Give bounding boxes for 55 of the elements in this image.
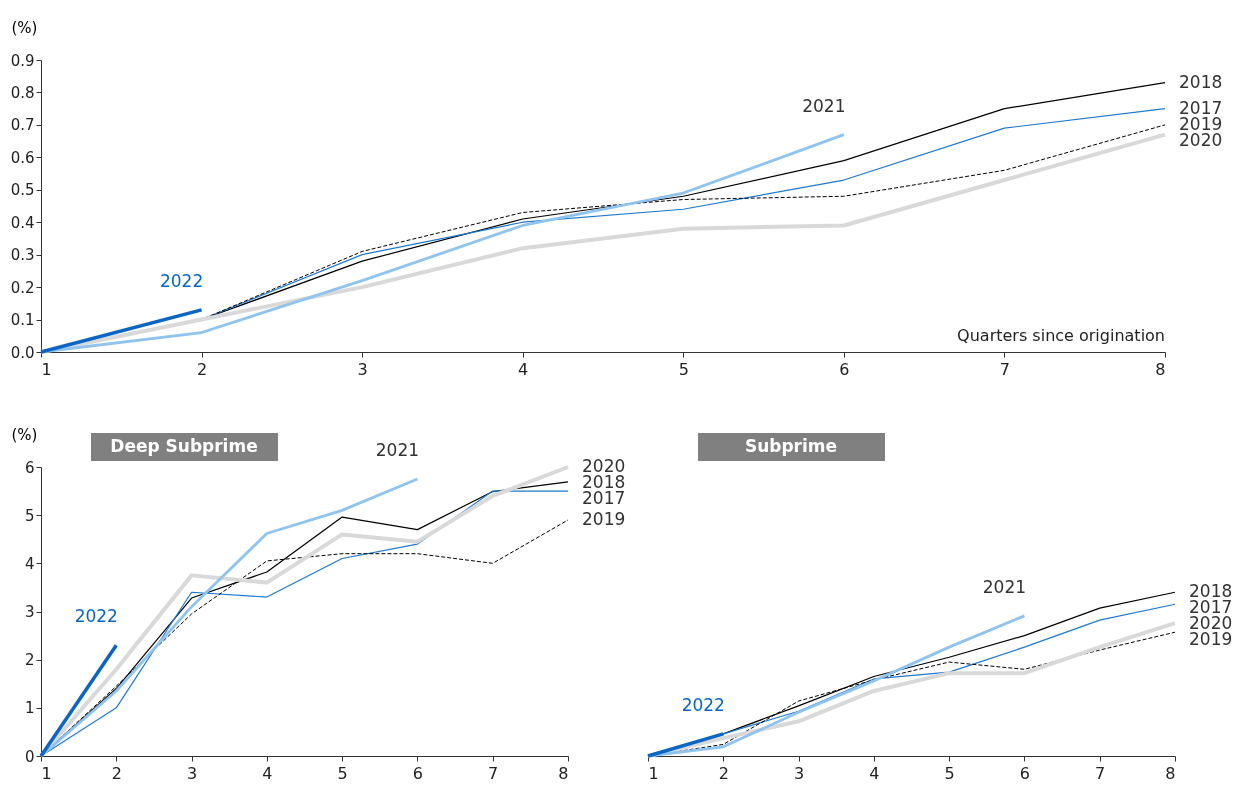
series-label: 2019 [582, 508, 626, 529]
x-axis-title: Quarters since origination [957, 326, 1165, 345]
y-axis-title: (%) [11, 18, 38, 37]
series-label: 2019 [1189, 629, 1233, 650]
series-label: 2021 [802, 95, 846, 116]
x-tick-label: 2 [196, 359, 208, 379]
y-tick-label: 0.2 [10, 278, 35, 297]
x-tick-label: 7 [999, 359, 1011, 379]
x-tick-label: 8 [1155, 359, 1166, 379]
x-tick-label: 1 [41, 763, 52, 783]
y-tick-label: 1 [24, 699, 35, 718]
y-tick-label: 0.9 [10, 51, 35, 70]
x-tick-label: 3 [793, 763, 805, 783]
y-tick-label: 6 [24, 458, 35, 477]
x-tick-label: 6 [839, 359, 850, 379]
y-tick-label: 0.0 [10, 343, 35, 362]
y-axis-title: (%) [11, 425, 38, 444]
x-tick-label: 2 [718, 763, 729, 783]
y-tick-label: 3 [24, 603, 35, 621]
x-tick-label: 7 [1095, 763, 1106, 783]
x-tick-label: 5 [944, 763, 955, 783]
chart-title: Deep Subprime [110, 436, 258, 456]
x-tick-label: 3 [357, 359, 368, 379]
y-tick-label: 0.7 [10, 116, 35, 135]
x-tick-label: 4 [869, 763, 880, 783]
x-tick-label: 2 [111, 763, 122, 783]
y-tick-label: 0.4 [10, 213, 35, 232]
y-tick-label: 0.8 [10, 83, 35, 102]
x-tick-label: 3 [186, 763, 198, 783]
x-tick-label: 1 [648, 763, 659, 783]
series-label: 2022 [681, 694, 725, 715]
x-tick-label: 5 [337, 763, 348, 783]
x-tick-label: 1 [41, 359, 52, 379]
y-tick-label: 0.6 [10, 148, 35, 167]
y-tick-label: 5 [24, 506, 35, 525]
y-tick-label: 0.5 [10, 181, 35, 200]
x-tick-label: 8 [1165, 763, 1176, 783]
series-label: 2018 [1179, 71, 1223, 92]
series-label: 2022 [159, 270, 204, 291]
x-tick-label: 7 [488, 763, 499, 783]
y-tick-label: 0.1 [10, 311, 35, 330]
x-tick-label: 4 [262, 763, 273, 783]
x-tick-label: 5 [678, 359, 689, 379]
series-label: 2022 [74, 606, 118, 627]
x-tick-label: 6 [1019, 763, 1031, 783]
y-tick-label: 0.3 [10, 246, 35, 265]
x-tick-label: 4 [518, 359, 529, 379]
y-tick-label: 0 [24, 747, 35, 766]
y-tick-label: 2 [24, 651, 35, 670]
series-label: 2021 [375, 440, 420, 461]
x-tick-label: 8 [558, 763, 569, 783]
y-tick-label: 4 [24, 554, 35, 573]
x-tick-label: 6 [412, 763, 424, 783]
chart-title: Subprime [744, 436, 838, 456]
series-label: 2021 [982, 576, 1027, 597]
